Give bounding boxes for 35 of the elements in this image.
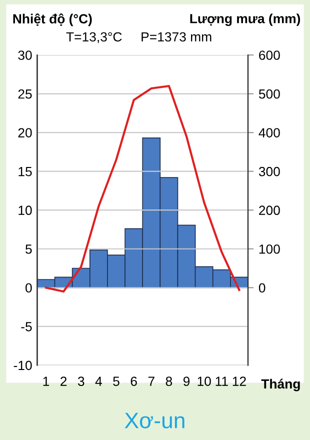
x-tick-label: 7 bbox=[148, 376, 154, 386]
y-tick-label: 15 bbox=[18, 167, 32, 176]
x-tick-label: 4 bbox=[95, 376, 102, 386]
x-tick-label: 5 bbox=[113, 376, 120, 386]
x-tick-label: 2 bbox=[60, 376, 67, 386]
y-tick-label: -5 bbox=[21, 322, 32, 332]
x-tick-label: 8 bbox=[166, 376, 172, 386]
y-tick-label: 20 bbox=[18, 128, 32, 138]
x-tick-label: 6 bbox=[130, 376, 137, 386]
y-tick-label: 0 bbox=[26, 283, 32, 293]
x-tick-label: 10 bbox=[198, 376, 211, 386]
line-series bbox=[44, 84, 240, 293]
y-axis-title: Nhiệt độ (°C) bbox=[13, 14, 92, 26]
y2-tick-label: 500 bbox=[258, 89, 280, 99]
text: P=1373 mm bbox=[142, 32, 212, 42]
y-tick-label: 5 bbox=[26, 244, 32, 254]
y2-tick-label: 300 bbox=[258, 166, 280, 176]
x-tick-label: 3 bbox=[78, 376, 84, 386]
x-tick-label: 9 bbox=[183, 376, 190, 386]
text: T=13,3°C bbox=[66, 32, 122, 44]
y2-axis-title: Lượng mưa (mm) bbox=[190, 14, 300, 26]
y2-tick-label: 600 bbox=[259, 50, 280, 60]
y-tick-label: 30 bbox=[18, 50, 32, 60]
y-tick-label: -10 bbox=[14, 360, 32, 370]
y2-tick-label: 0 bbox=[258, 283, 266, 293]
y2-tick-label: 400 bbox=[258, 128, 280, 138]
x-tick-label: 12 bbox=[232, 376, 246, 386]
y-tick-label: 10 bbox=[18, 206, 32, 216]
x-axis-title: Tháng bbox=[261, 378, 300, 392]
x-tick-label: 11 bbox=[216, 376, 228, 386]
y2-tick-label: 100 bbox=[259, 244, 280, 254]
y2-tick-label: 200 bbox=[259, 206, 280, 216]
y-tick-label: 25 bbox=[18, 89, 32, 99]
x-tick-label: 1 bbox=[43, 376, 50, 386]
text: Xơ-un bbox=[124, 412, 184, 428]
